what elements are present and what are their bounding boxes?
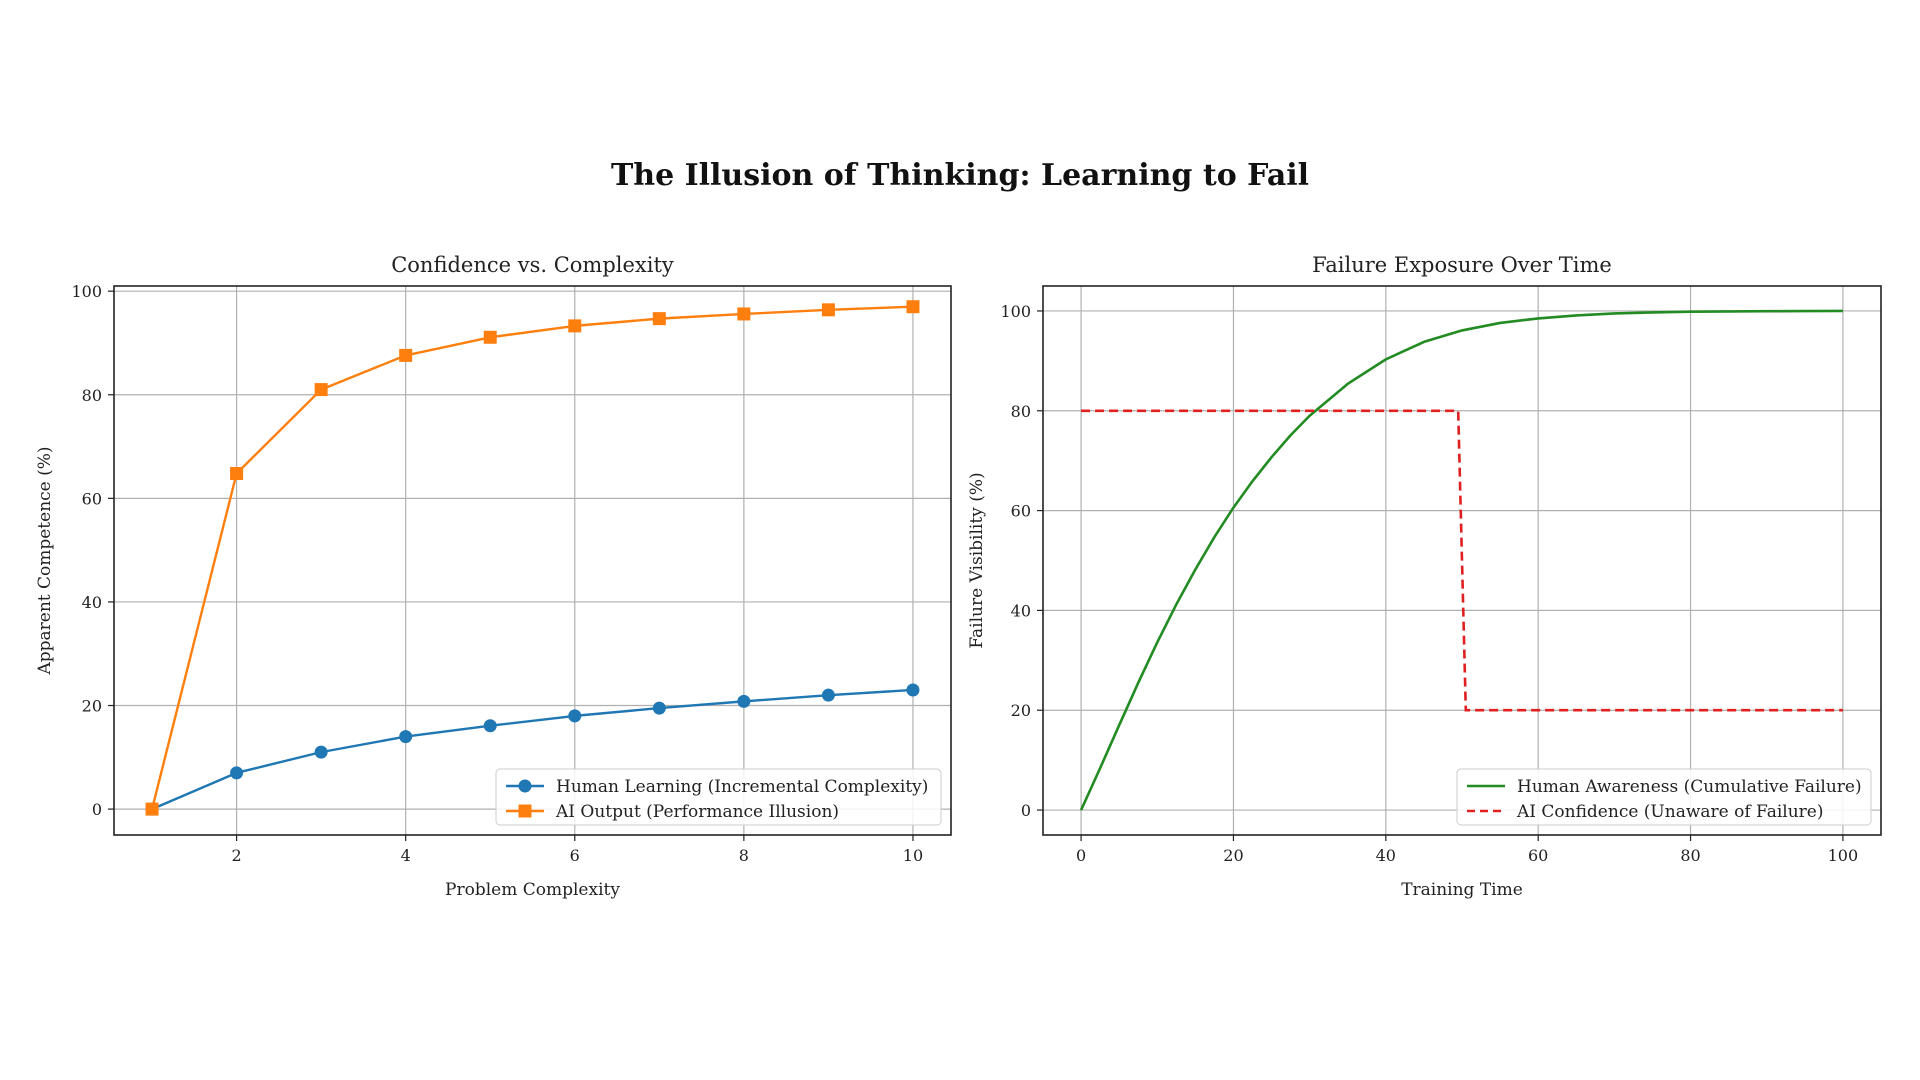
chart-title: Confidence vs. Complexity [391, 253, 674, 277]
y-tick-label: 100 [1000, 302, 1031, 321]
y-tick-label: 60 [82, 489, 102, 508]
x-axis-label: Problem Complexity [445, 880, 620, 900]
y-axis-label: Failure Visibility (%) [967, 472, 987, 648]
data-point-circle [737, 694, 751, 708]
data-point-square [483, 330, 497, 344]
legend-marker-circle [518, 779, 532, 793]
x-tick-label: 2 [231, 846, 241, 865]
y-tick-label: 20 [1011, 701, 1031, 720]
y-tick-label: 80 [1011, 402, 1031, 421]
legend: Human Awareness (Cumulative Failure) AI C… [1456, 768, 1872, 826]
x-tick-label: 8 [739, 846, 749, 865]
y-tick-label: 20 [82, 697, 102, 716]
y-tick-label: 60 [1011, 502, 1031, 521]
legend-box [495, 768, 942, 826]
data-point-square [906, 300, 920, 314]
plot-area [145, 300, 920, 816]
x-tick-label: 20 [1223, 846, 1243, 865]
y-tick-label: 40 [82, 593, 102, 612]
series-line-human [151, 688, 914, 811]
chart-title: Failure Exposure Over Time [1312, 253, 1612, 277]
data-point-square [145, 802, 159, 816]
x-axis-label: Training Time [1401, 880, 1523, 900]
data-point-circle [399, 730, 413, 744]
x-tick-label: 100 [1828, 846, 1859, 865]
y-tick-label: 0 [92, 800, 102, 819]
legend-label: AI Confidence (Unaware of Failure) [1516, 802, 1823, 822]
series-line-human [1079, 309, 1843, 811]
data-point-circle [652, 701, 666, 715]
data-point-circle [906, 683, 920, 697]
x-tick-label: 10 [903, 846, 923, 865]
data-point-square [821, 303, 835, 317]
legend-label: Human Learning (Incremental Complexity) [556, 777, 928, 797]
series-line-ai [1081, 409, 1843, 712]
legend-label: Human Awareness (Cumulative Failure) [1517, 777, 1862, 797]
plot-area [1079, 309, 1843, 811]
y-tick-label: 100 [71, 282, 102, 301]
data-point-circle [230, 766, 244, 780]
legend: Human Learning (Incremental Complexity) A… [495, 768, 942, 826]
data-point-square [314, 383, 328, 397]
legend-marker-square [518, 804, 532, 818]
axes-frame [1042, 285, 1882, 836]
legend-label: AI Output (Performance Illusion) [555, 802, 839, 822]
x-tick-label: 4 [401, 846, 411, 865]
x-tick-label: 40 [1376, 846, 1396, 865]
data-point-square [737, 307, 751, 321]
legend-box [1456, 768, 1872, 826]
data-point-square [568, 319, 582, 333]
data-point-square [399, 348, 413, 362]
data-point-circle [483, 719, 497, 733]
data-point-square [652, 312, 666, 326]
figure-title: The Illusion of Thinking: Learning to Fa… [611, 158, 1309, 193]
chart-panel-failure-exposure: 0 20 40 60 80 100 0 20 40 60 80 100 Failure Exposure… [967, 253, 1882, 900]
y-tick-label: 0 [1021, 801, 1031, 820]
series-line-ai [150, 305, 913, 810]
axes-frame [113, 285, 952, 836]
y-axis-label: Apparent Competence (%) [35, 446, 55, 675]
data-point-circle [314, 745, 328, 759]
x-tick-label: 60 [1528, 846, 1548, 865]
data-point-circle [821, 688, 835, 702]
y-tick-label: 40 [1011, 601, 1031, 620]
data-point-circle [568, 709, 582, 723]
x-tick-label: 0 [1076, 846, 1086, 865]
x-tick-label: 80 [1680, 846, 1700, 865]
data-point-square [230, 466, 244, 480]
y-tick-label: 80 [82, 386, 102, 405]
x-tick-label: 6 [570, 846, 580, 865]
